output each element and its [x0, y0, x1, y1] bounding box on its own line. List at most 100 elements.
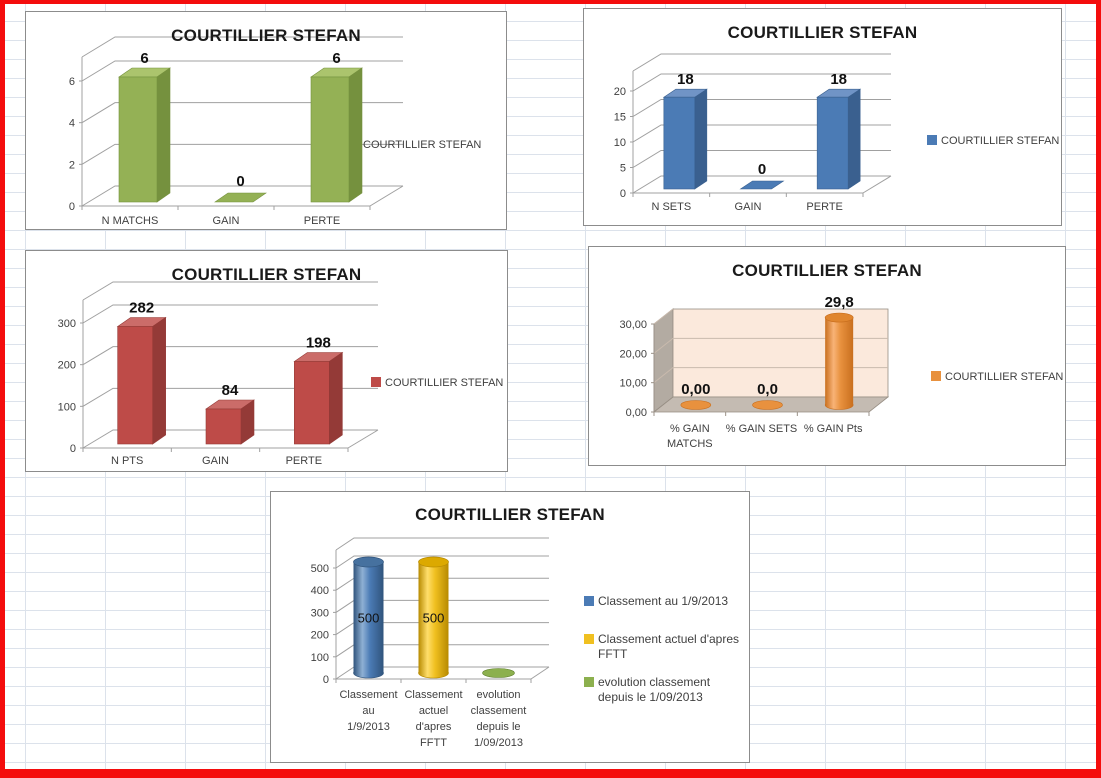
chart-canvas: 0 2 4 6 COURTILLIER STEFAN 6 N MATCHS 0 GAIN 6 PER… — [69, 36, 481, 227]
bar — [663, 96, 696, 190]
chart-title: COURTILLIER STEFAN — [732, 261, 922, 280]
chart-n-matchs[interactable]: COURTILLIER STEFAN 0 2 4 6 COURTILLIER STEFA… — [25, 11, 507, 230]
bar-flat — [214, 192, 267, 203]
cylinder-top — [824, 312, 854, 323]
legend-label: depuis le 1/09/2013 — [598, 690, 703, 704]
gridline — [653, 308, 674, 325]
y-tick-label: 300 — [58, 318, 76, 330]
bar-side-face — [847, 88, 861, 190]
category-label: GAIN — [202, 455, 229, 467]
legend-label: Classement actuel d'apres — [598, 632, 739, 646]
gridline — [82, 387, 378, 407]
data-label: 0 — [236, 173, 244, 190]
data-label: 6 — [332, 50, 340, 67]
y-tick-label: 400 — [311, 585, 329, 597]
cylinder-body — [418, 562, 449, 673]
wall-top-edge — [82, 281, 378, 301]
data-label: 6 — [140, 50, 148, 67]
chart-title: COURTILLIER STEFAN — [171, 265, 362, 284]
y-tick-label: 0 — [323, 674, 329, 686]
category-label: MATCHS — [667, 438, 713, 450]
data-label: 0,00 — [681, 381, 710, 398]
wall-top-edge — [335, 537, 549, 551]
category-label: d'apres — [416, 721, 452, 733]
y-tick-label: 0 — [70, 443, 76, 455]
gridline — [81, 185, 403, 207]
gridline — [335, 555, 549, 569]
bar-flat — [739, 180, 785, 190]
floor-right-edge — [530, 666, 550, 680]
cylinder-body — [353, 562, 384, 673]
category-label: GAIN — [735, 201, 762, 213]
y-tick-label: 300 — [311, 607, 329, 619]
bar — [118, 76, 158, 203]
bar-side-face — [152, 316, 166, 445]
category-label: Classement — [404, 689, 462, 701]
data-label: 500 — [358, 611, 380, 626]
y-tick-label: 100 — [311, 652, 329, 664]
chart-title: COURTILLIER STEFAN — [171, 26, 361, 45]
y-tick-label: 200 — [311, 630, 329, 642]
legend-label: Classement au 1/9/2013 — [598, 594, 728, 608]
category-label: % GAIN SETS — [726, 423, 798, 435]
chart-percent-gain[interactable]: COURTILLIER STEFAN 0,00 10,00 20,00 30,00 CO… — [588, 246, 1066, 466]
category-label: Classement — [339, 689, 397, 701]
y-tick-label: 100 — [58, 401, 76, 413]
chart-n-pts[interactable]: COURTILLIER STEFAN 0 100 200 300 COURTILLIER… — [25, 250, 508, 472]
category-label: % GAIN — [670, 423, 710, 435]
y-tick-label: 200 — [58, 360, 76, 372]
data-label: 0 — [758, 161, 766, 178]
category-label: depuis le — [476, 721, 520, 733]
wall-top-edge — [632, 53, 891, 72]
y-tick-label: 6 — [69, 76, 75, 88]
cylinder-flat — [680, 400, 712, 410]
legend-marker — [584, 596, 594, 606]
data-label: 500 — [423, 611, 445, 626]
category-label: PERTE — [304, 215, 340, 227]
legend-label: FFTT — [598, 647, 628, 661]
category-label: classement — [471, 705, 527, 717]
category-label: 1/9/2013 — [347, 721, 390, 733]
gridline — [632, 124, 891, 143]
cylinder-top — [353, 556, 384, 568]
category-label: 1/09/2013 — [474, 737, 523, 749]
gridline — [81, 143, 403, 165]
chart-classement[interactable]: COURTILLIER STEFAN 0 100 200 300 400 500 Class… — [270, 491, 750, 763]
legend-marker — [371, 377, 381, 387]
gridline — [632, 99, 891, 117]
y-tick-label: 500 — [311, 563, 329, 575]
gridline — [632, 73, 891, 92]
cylinder-flat — [482, 668, 515, 678]
bar-side-face — [348, 67, 363, 203]
gridline — [632, 150, 891, 168]
category-label: % GAIN Pts — [804, 423, 863, 435]
category-label: N PTS — [111, 455, 143, 467]
legend-label: COURTILLIER STEFAN — [385, 377, 503, 389]
side-wall — [653, 308, 674, 413]
y-tick-label: 30,00 — [619, 319, 647, 331]
legend-marker — [584, 634, 594, 644]
data-label: 29,8 — [825, 294, 854, 311]
chart-canvas: 0 100 200 300 400 500 Classement au 1/9/2013 Cl… — [311, 537, 739, 749]
chart-n-sets[interactable]: COURTILLIER STEFAN 0 5 10 15 20 COURTILLIER S… — [583, 8, 1062, 226]
category-label: FFTT — [420, 737, 447, 749]
bar — [816, 96, 849, 190]
y-tick-label: 4 — [69, 118, 75, 130]
gridline — [82, 346, 378, 366]
y-tick-label: 0,00 — [626, 407, 647, 419]
chart-canvas: 0,00 10,00 20,00 30,00 COURTILLIER STEFAN 0,0… — [619, 294, 1063, 450]
category-label: N MATCHS — [102, 215, 159, 227]
y-tick-label: 2 — [69, 159, 75, 171]
y-tick-label: 0 — [69, 201, 75, 213]
chart-canvas: 0 100 200 300 COURTILLIER STEFAN 282 N PTS 84 GA… — [58, 281, 503, 467]
bar — [294, 361, 330, 445]
bar — [310, 76, 350, 203]
chart-title: COURTILLIER STEFAN — [415, 505, 605, 524]
cylinder-body — [825, 317, 854, 405]
gridline — [81, 60, 403, 82]
data-label: 18 — [830, 71, 847, 88]
gridline — [81, 102, 403, 124]
red-frame-left — [0, 0, 5, 776]
legend-label: COURTILLIER STEFAN — [945, 371, 1063, 383]
